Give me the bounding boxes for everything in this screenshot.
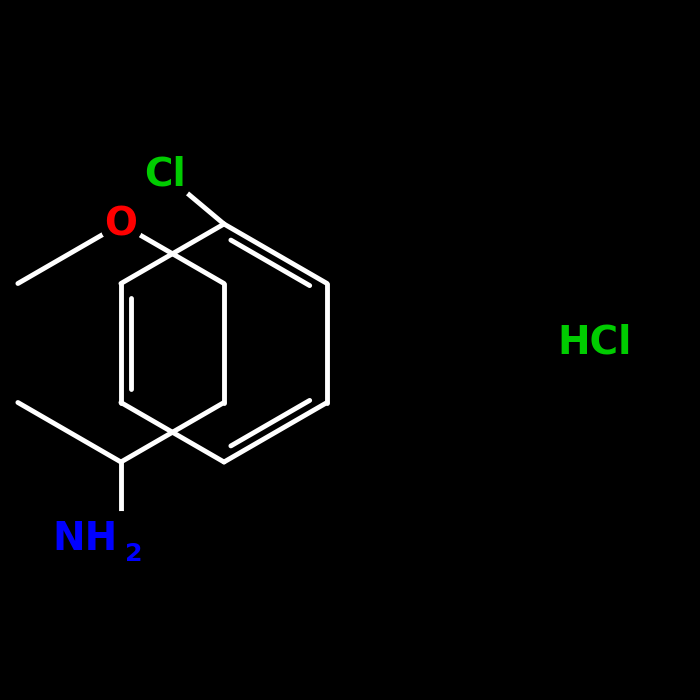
Text: 2: 2 [125, 542, 142, 566]
Text: O: O [104, 205, 137, 243]
Text: HCl: HCl [558, 324, 632, 362]
Text: Cl: Cl [144, 155, 186, 193]
Text: NH: NH [52, 520, 118, 558]
